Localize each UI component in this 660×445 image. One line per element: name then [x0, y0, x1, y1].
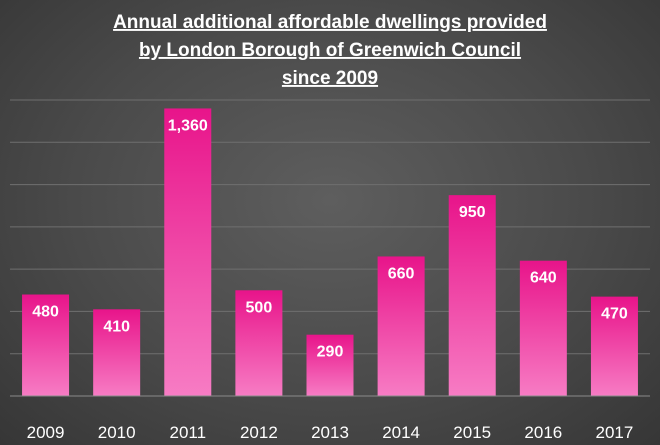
bar-2015 [448, 195, 496, 396]
bar-value-label-2013: 290 [317, 344, 344, 361]
bar-value-label-2017: 470 [601, 306, 628, 323]
x-tick-label-2015: 2015 [453, 423, 491, 442]
x-tick-label-2011: 2011 [169, 423, 206, 442]
x-tick-labels-group: 2009 2010 2011 2012 2013 2014 2015 2016 2017 [27, 423, 634, 442]
bar-2017 [590, 296, 638, 396]
bar-labels-group: 480 410 1,360 500 290 660 950 640 470 [32, 117, 628, 360]
bar-value-label-2012: 500 [246, 299, 273, 316]
chart-title-line-2: by London Borough of Greenwich Council [139, 40, 521, 61]
bar-value-label-2016: 640 [530, 270, 557, 287]
chart-title-line-1: Annual additional affordable dwellings p… [113, 12, 547, 33]
x-tick-label-2009: 2009 [27, 423, 65, 442]
x-tick-label-2017: 2017 [596, 423, 634, 442]
bar-2016 [519, 260, 567, 396]
bar-2010 [93, 309, 141, 396]
bar-2013 [306, 334, 354, 396]
bar-value-label-2009: 480 [32, 304, 59, 321]
chart-title-line-3: since 2009 [282, 68, 378, 89]
x-tick-label-2012: 2012 [240, 423, 278, 442]
bar-2009 [22, 294, 70, 396]
bar-value-label-2014: 660 [388, 265, 415, 282]
x-tick-label-2014: 2014 [382, 423, 420, 442]
bar-value-label-2011: 1,360 [168, 117, 208, 134]
x-tick-label-2016: 2016 [524, 423, 562, 442]
bars-group [22, 108, 638, 396]
bar-value-label-2015: 950 [459, 204, 486, 221]
bar-2011 [164, 108, 212, 396]
bar-value-label-2010: 410 [103, 318, 130, 335]
x-tick-label-2010: 2010 [98, 423, 136, 442]
bar-2012 [235, 290, 283, 396]
bar-2014 [377, 256, 425, 396]
x-tick-label-2013: 2013 [311, 423, 349, 442]
